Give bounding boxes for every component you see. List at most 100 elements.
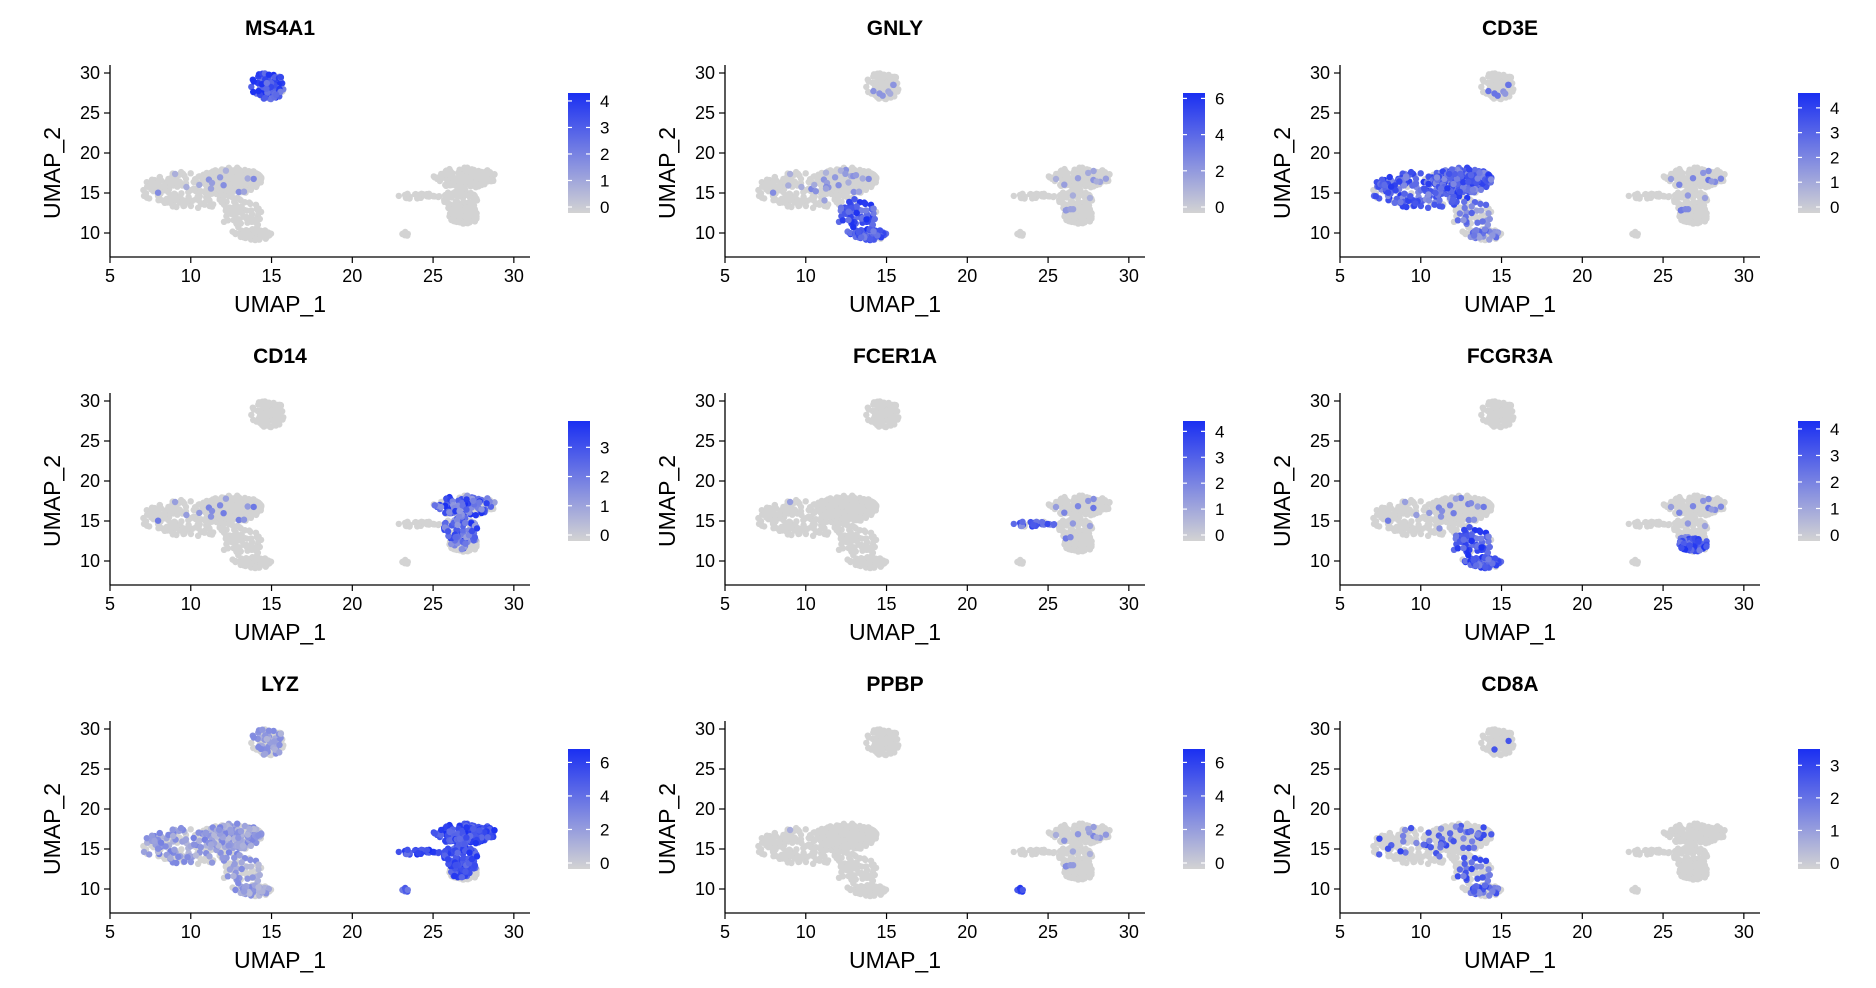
cell-point [183, 183, 190, 191]
cell-point [1693, 219, 1700, 226]
y-tick-label: 20 [1310, 143, 1330, 163]
cell-point [859, 175, 866, 182]
color-legend-bar [568, 93, 590, 213]
y-axis-label: UMAP_2 [654, 127, 680, 219]
cell-point [852, 172, 860, 179]
x-tick-label: 25 [423, 594, 443, 614]
cell-point [1437, 185, 1445, 192]
cell-point [236, 166, 243, 173]
cell-point [226, 188, 233, 196]
cell-point [870, 87, 877, 95]
x-axis-label: UMAP_1 [849, 619, 941, 645]
cell-point [845, 544, 852, 552]
x-tick-label: 15 [262, 266, 282, 286]
cell-point [140, 186, 147, 194]
y-tick-label: 20 [695, 143, 715, 163]
cell-point [1030, 193, 1037, 201]
cell-point [1465, 178, 1472, 186]
cell-point [852, 500, 860, 507]
cell-point [862, 535, 870, 542]
legend-tick-label: 0 [600, 526, 609, 545]
cell-point [235, 188, 242, 196]
cell-point [252, 235, 259, 243]
cell-point [238, 537, 245, 545]
cell-point [887, 90, 894, 97]
cell-point [845, 216, 852, 224]
cell-point [236, 196, 243, 203]
cell-point [1470, 232, 1478, 239]
cell-point [1088, 215, 1095, 222]
cell-point [1396, 178, 1403, 185]
cell-point [491, 171, 498, 178]
cell-point [1076, 184, 1083, 192]
cell-point [196, 509, 203, 517]
scatter-points [755, 398, 1113, 572]
cell-point [1684, 192, 1692, 199]
y-tick-label: 10 [80, 223, 100, 243]
cell-point [231, 198, 238, 206]
cell-point [230, 179, 237, 186]
cell-point [1067, 206, 1074, 213]
cell-point [151, 181, 158, 189]
cell-point [255, 556, 262, 563]
cell-point [755, 186, 762, 194]
cell-point [201, 529, 208, 536]
cell-point [248, 544, 255, 551]
cell-point [243, 228, 251, 235]
x-tick-label: 30 [1119, 266, 1139, 286]
cell-point [454, 521, 461, 528]
x-tick-label: 20 [1572, 266, 1592, 286]
cell-point [1102, 175, 1110, 182]
cell-point [839, 509, 846, 516]
cell-point [476, 171, 483, 178]
x-axis-label: UMAP_1 [234, 291, 326, 317]
cell-point [1046, 174, 1053, 181]
cell-point [252, 563, 259, 571]
cell-point [463, 506, 470, 513]
cell-point [431, 174, 438, 181]
cell-point [865, 78, 872, 85]
legend-tick-label: 3 [1830, 124, 1839, 143]
cell-point [1696, 193, 1703, 200]
cell-point [802, 498, 809, 505]
scatter-points [140, 398, 498, 572]
cell-point [461, 184, 468, 192]
cell-point [423, 190, 431, 198]
cell-point [1486, 215, 1494, 223]
x-tick-label: 20 [957, 594, 977, 614]
x-axis-label: UMAP_1 [1464, 291, 1556, 317]
cell-point [415, 193, 422, 201]
cell-point [236, 494, 243, 501]
cell-point [842, 170, 849, 177]
cell-point [834, 524, 841, 532]
cell-point [166, 178, 173, 185]
cell-point [892, 401, 899, 409]
cell-point [878, 79, 885, 87]
y-axis-label: UMAP_2 [39, 455, 65, 547]
cell-point [870, 556, 877, 563]
cell-point [166, 506, 173, 513]
cell-point [230, 216, 237, 224]
cell-point [257, 536, 265, 544]
cell-point [446, 509, 453, 516]
legend-tick-label: 6 [1215, 89, 1224, 108]
cell-point [847, 230, 854, 237]
cell-point [1083, 199, 1091, 207]
legend-tick-label: 2 [1830, 148, 1839, 167]
cell-point [404, 518, 411, 525]
cell-point [1019, 230, 1026, 238]
y-tick-label: 10 [1310, 223, 1330, 243]
cell-point [202, 517, 209, 525]
cell-point [834, 196, 841, 204]
cell-point [786, 518, 793, 525]
cell-point [191, 513, 198, 520]
cell-point [207, 513, 215, 520]
cell-point [178, 190, 185, 197]
cell-point [247, 207, 255, 214]
cell-point [782, 527, 789, 534]
x-tick-label: 20 [957, 266, 977, 286]
cell-point [250, 78, 257, 85]
cell-point [878, 413, 885, 420]
